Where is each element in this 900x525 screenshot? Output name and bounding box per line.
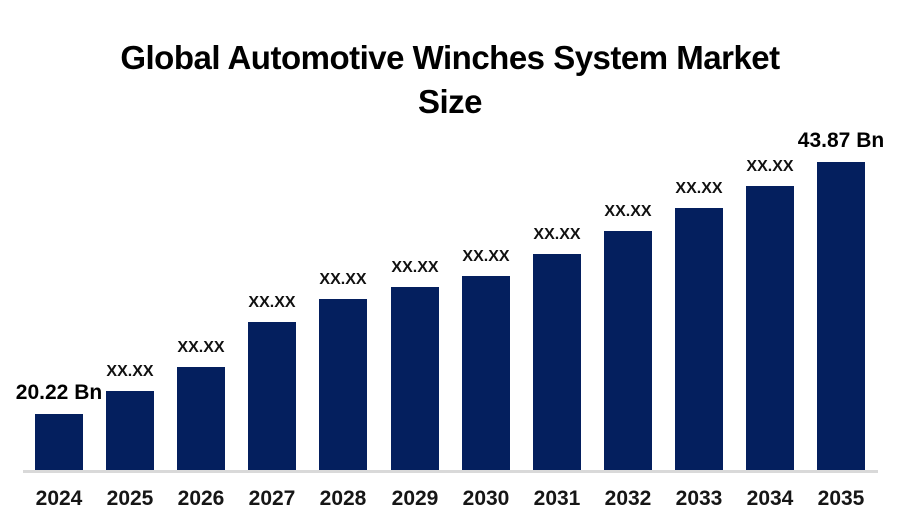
bar-value-label: XX.XX — [319, 271, 367, 288]
x-axis-tick-label: 2026 — [177, 487, 225, 510]
x-axis-tick-label: 2027 — [248, 487, 296, 510]
bar-value-label: 43.87 Bn — [797, 129, 885, 152]
bar-2027: XX.XX 2027 — [248, 294, 296, 510]
bar-2030: XX.XX 2030 — [462, 248, 510, 510]
bar-2033: XX.XX 2033 — [675, 180, 723, 510]
bar-value-label: XX.XX — [675, 180, 723, 197]
bar-2028: XX.XX 2028 — [319, 271, 367, 510]
bar-value-label: XX.XX — [462, 248, 510, 265]
chart-title-line1: Global Automotive Winches System Market — [120, 39, 780, 76]
x-axis-tick-label: 2028 — [319, 487, 367, 510]
x-axis-tick-label: 2025 — [106, 487, 154, 510]
bar-value-label: 20.22 Bn — [15, 381, 103, 404]
x-axis-tick-label: 2035 — [817, 487, 865, 510]
chart-title-line2: Size — [417, 83, 483, 120]
bar-value-label: XX.XX — [391, 259, 439, 276]
x-axis-tick-label: 2032 — [604, 487, 652, 510]
chart-title: Global Automotive Winches System Market … — [0, 36, 900, 124]
bar-value-label: XX.XX — [604, 203, 652, 220]
bar-2034: XX.XX 2034 — [746, 158, 794, 510]
x-axis-tick-label: 2033 — [675, 487, 723, 510]
bar-2024: 20.22 Bn 2024 — [16, 381, 102, 510]
bar-2029: XX.XX 2029 — [391, 259, 439, 510]
bar-2035: 43.87 Bn 2035 — [798, 129, 884, 510]
x-axis-line — [23, 470, 878, 473]
x-axis-tick-label: 2030 — [462, 487, 510, 510]
bar-value-label: XX.XX — [746, 158, 794, 175]
bar-value-label: XX.XX — [106, 363, 154, 380]
bar-2031: XX.XX 2031 — [533, 226, 581, 510]
bar-value-label: XX.XX — [177, 339, 225, 356]
bar-2025: XX.XX 2025 — [106, 363, 154, 510]
bar-2032: XX.XX 2032 — [604, 203, 652, 510]
bar-value-label: XX.XX — [533, 226, 581, 243]
x-axis-tick-label: 2031 — [533, 487, 581, 510]
bar-value-label: XX.XX — [248, 294, 296, 311]
bar-2026: XX.XX 2026 — [177, 339, 225, 510]
x-axis-tick-label: 2024 — [35, 487, 83, 510]
x-axis-tick-label: 2034 — [746, 487, 794, 510]
x-axis-tick-label: 2029 — [391, 487, 439, 510]
